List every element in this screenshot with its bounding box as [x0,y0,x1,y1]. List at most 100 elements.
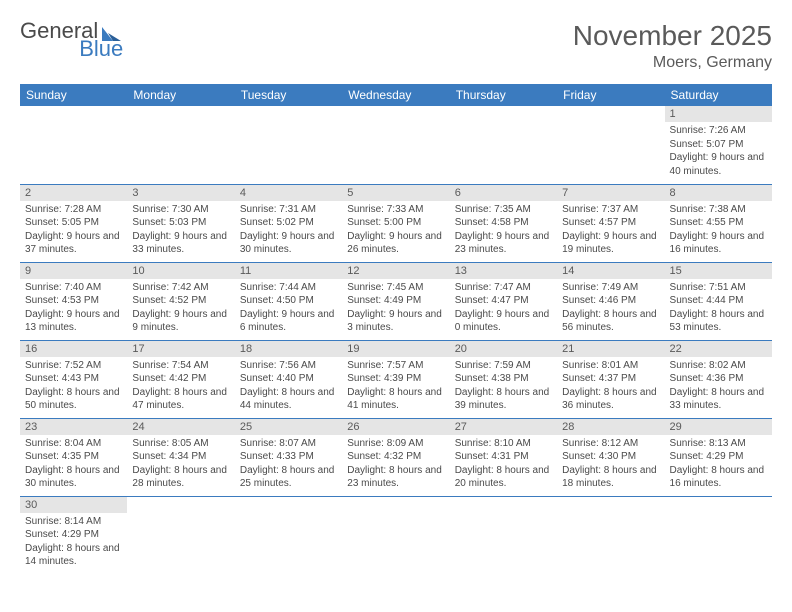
day-number: 1 [665,106,772,122]
calendar-cell: 10Sunrise: 7:42 AMSunset: 4:52 PMDayligh… [127,262,234,340]
day-number: 13 [450,263,557,279]
day-number: 6 [450,185,557,201]
day-number: 21 [557,341,664,357]
calendar-cell: 12Sunrise: 7:45 AMSunset: 4:49 PMDayligh… [342,262,449,340]
day-number: 12 [342,263,449,279]
day-details: Sunrise: 8:01 AMSunset: 4:37 PMDaylight:… [557,357,664,417]
calendar-cell: 6Sunrise: 7:35 AMSunset: 4:58 PMDaylight… [450,184,557,262]
day-number: 26 [342,419,449,435]
calendar-cell-empty [665,496,772,574]
calendar-cell-empty [20,106,127,184]
day-number: 20 [450,341,557,357]
weekday-header: Sunday [20,84,127,106]
day-number: 27 [450,419,557,435]
calendar-cell: 4Sunrise: 7:31 AMSunset: 5:02 PMDaylight… [235,184,342,262]
calendar-cell: 25Sunrise: 8:07 AMSunset: 4:33 PMDayligh… [235,418,342,496]
day-details: Sunrise: 7:47 AMSunset: 4:47 PMDaylight:… [450,279,557,339]
day-details: Sunrise: 7:57 AMSunset: 4:39 PMDaylight:… [342,357,449,417]
calendar-row: 16Sunrise: 7:52 AMSunset: 4:43 PMDayligh… [20,340,772,418]
calendar-cell: 16Sunrise: 7:52 AMSunset: 4:43 PMDayligh… [20,340,127,418]
calendar-cell: 19Sunrise: 7:57 AMSunset: 4:39 PMDayligh… [342,340,449,418]
calendar-cell-empty [557,496,664,574]
day-number: 28 [557,419,664,435]
day-number: 2 [20,185,127,201]
day-details: Sunrise: 7:54 AMSunset: 4:42 PMDaylight:… [127,357,234,417]
day-number: 29 [665,419,772,435]
day-number: 17 [127,341,234,357]
location-subtitle: Moers, Germany [573,54,772,72]
calendar-cell: 1Sunrise: 7:26 AMSunset: 5:07 PMDaylight… [665,106,772,184]
day-number: 15 [665,263,772,279]
calendar-cell-empty [342,496,449,574]
day-details: Sunrise: 7:33 AMSunset: 5:00 PMDaylight:… [342,201,449,261]
day-number: 22 [665,341,772,357]
calendar-cell-empty [450,106,557,184]
calendar-cell: 28Sunrise: 8:12 AMSunset: 4:30 PMDayligh… [557,418,664,496]
calendar-cell: 26Sunrise: 8:09 AMSunset: 4:32 PMDayligh… [342,418,449,496]
calendar-cell-empty [235,496,342,574]
calendar-cell-empty [557,106,664,184]
weekday-header: Monday [127,84,234,106]
day-details: Sunrise: 7:52 AMSunset: 4:43 PMDaylight:… [20,357,127,417]
calendar-cell: 29Sunrise: 8:13 AMSunset: 4:29 PMDayligh… [665,418,772,496]
day-number: 24 [127,419,234,435]
calendar-cell: 8Sunrise: 7:38 AMSunset: 4:55 PMDaylight… [665,184,772,262]
day-details: Sunrise: 7:40 AMSunset: 4:53 PMDaylight:… [20,279,127,339]
title-block: November 2025 Moers, Germany [573,20,772,72]
day-number: 16 [20,341,127,357]
day-details: Sunrise: 7:35 AMSunset: 4:58 PMDaylight:… [450,201,557,261]
day-number: 8 [665,185,772,201]
page-title: November 2025 [573,20,772,52]
weekday-header: Wednesday [342,84,449,106]
day-number: 25 [235,419,342,435]
day-details: Sunrise: 8:05 AMSunset: 4:34 PMDaylight:… [127,435,234,495]
calendar-cell: 11Sunrise: 7:44 AMSunset: 4:50 PMDayligh… [235,262,342,340]
day-details: Sunrise: 8:04 AMSunset: 4:35 PMDaylight:… [20,435,127,495]
day-details: Sunrise: 7:28 AMSunset: 5:05 PMDaylight:… [20,201,127,261]
day-details: Sunrise: 8:12 AMSunset: 4:30 PMDaylight:… [557,435,664,495]
header: GeneralBlue November 2025 Moers, Germany [20,20,772,72]
day-number: 14 [557,263,664,279]
weekday-row: SundayMondayTuesdayWednesdayThursdayFrid… [20,84,772,106]
calendar-row: 30Sunrise: 8:14 AMSunset: 4:29 PMDayligh… [20,496,772,574]
day-details: Sunrise: 8:02 AMSunset: 4:36 PMDaylight:… [665,357,772,417]
day-details: Sunrise: 8:07 AMSunset: 4:33 PMDaylight:… [235,435,342,495]
calendar-body: 1Sunrise: 7:26 AMSunset: 5:07 PMDaylight… [20,106,772,574]
calendar-cell: 21Sunrise: 8:01 AMSunset: 4:37 PMDayligh… [557,340,664,418]
day-number: 9 [20,263,127,279]
calendar-cell-empty [450,496,557,574]
day-number: 23 [20,419,127,435]
weekday-header: Saturday [665,84,772,106]
calendar-cell: 24Sunrise: 8:05 AMSunset: 4:34 PMDayligh… [127,418,234,496]
calendar-cell: 15Sunrise: 7:51 AMSunset: 4:44 PMDayligh… [665,262,772,340]
day-number: 4 [235,185,342,201]
day-number: 19 [342,341,449,357]
day-details: Sunrise: 7:44 AMSunset: 4:50 PMDaylight:… [235,279,342,339]
day-details: Sunrise: 7:26 AMSunset: 5:07 PMDaylight:… [665,122,772,182]
calendar-cell: 7Sunrise: 7:37 AMSunset: 4:57 PMDaylight… [557,184,664,262]
calendar-cell: 27Sunrise: 8:10 AMSunset: 4:31 PMDayligh… [450,418,557,496]
calendar-cell: 22Sunrise: 8:02 AMSunset: 4:36 PMDayligh… [665,340,772,418]
day-details: Sunrise: 8:14 AMSunset: 4:29 PMDaylight:… [20,513,127,573]
calendar-row: 23Sunrise: 8:04 AMSunset: 4:35 PMDayligh… [20,418,772,496]
day-number: 7 [557,185,664,201]
logo: GeneralBlue [20,20,123,60]
day-details: Sunrise: 7:31 AMSunset: 5:02 PMDaylight:… [235,201,342,261]
day-details: Sunrise: 8:10 AMSunset: 4:31 PMDaylight:… [450,435,557,495]
calendar-cell: 9Sunrise: 7:40 AMSunset: 4:53 PMDaylight… [20,262,127,340]
day-number: 3 [127,185,234,201]
calendar-table: SundayMondayTuesdayWednesdayThursdayFrid… [20,84,772,574]
day-details: Sunrise: 8:13 AMSunset: 4:29 PMDaylight:… [665,435,772,495]
day-number: 5 [342,185,449,201]
day-details: Sunrise: 7:49 AMSunset: 4:46 PMDaylight:… [557,279,664,339]
day-number: 30 [20,497,127,513]
day-details: Sunrise: 7:30 AMSunset: 5:03 PMDaylight:… [127,201,234,261]
calendar-cell: 20Sunrise: 7:59 AMSunset: 4:38 PMDayligh… [450,340,557,418]
day-details: Sunrise: 7:56 AMSunset: 4:40 PMDaylight:… [235,357,342,417]
calendar-cell: 17Sunrise: 7:54 AMSunset: 4:42 PMDayligh… [127,340,234,418]
calendar-cell: 14Sunrise: 7:49 AMSunset: 4:46 PMDayligh… [557,262,664,340]
calendar-cell: 3Sunrise: 7:30 AMSunset: 5:03 PMDaylight… [127,184,234,262]
calendar-row: 9Sunrise: 7:40 AMSunset: 4:53 PMDaylight… [20,262,772,340]
day-number: 18 [235,341,342,357]
day-details: Sunrise: 7:59 AMSunset: 4:38 PMDaylight:… [450,357,557,417]
